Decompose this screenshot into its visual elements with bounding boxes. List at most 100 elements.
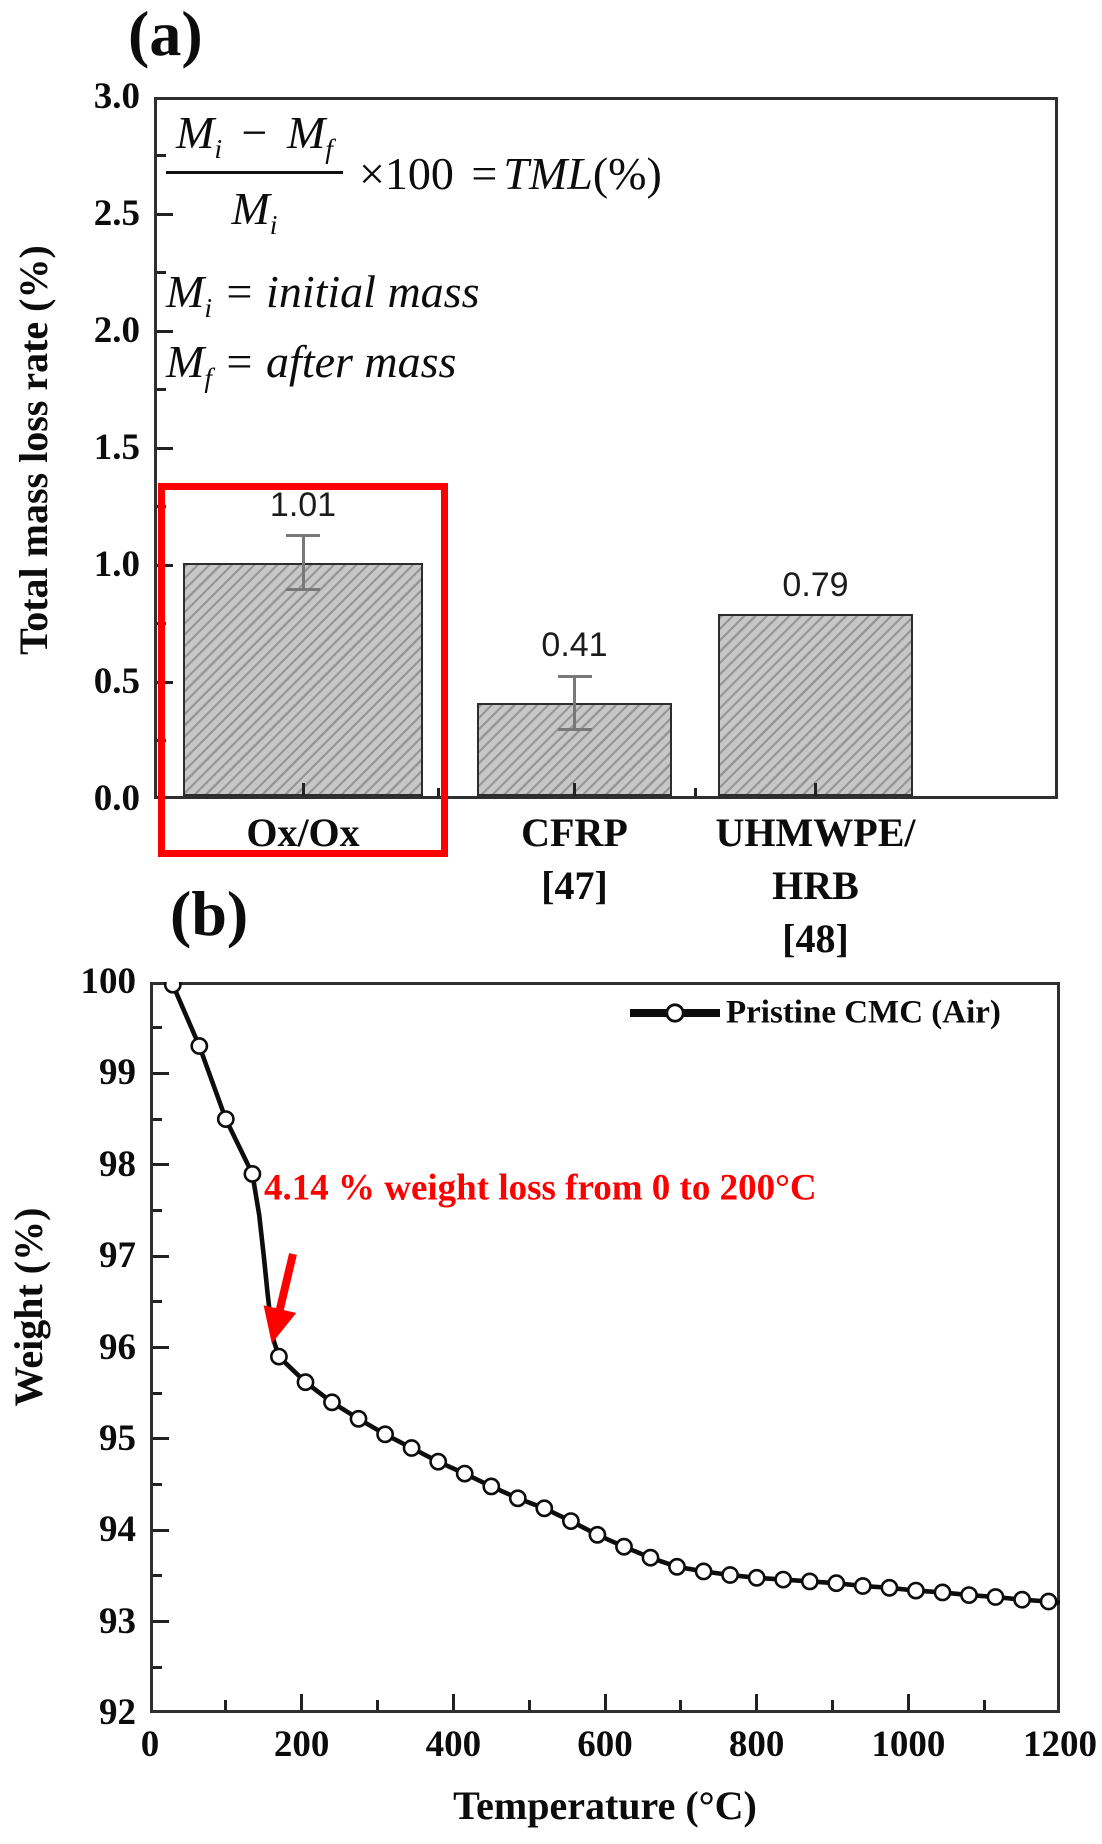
x-tick-label: 600 [577,1724,633,1765]
bar-ox-ox [183,562,423,796]
data-point-marker [880,1578,899,1597]
y-minor-tick [153,1026,162,1030]
panel-b-x-axis-title: Temperature (°C) [453,1783,757,1828]
y-major-tick [153,1254,169,1258]
y-tick-label: 1.0 [93,544,140,585]
data-point-marker [668,1557,686,1576]
x-minor-tick [831,1700,834,1710]
bar-value-label: 0.41 [541,626,608,665]
x-minor-tick [376,1700,379,1710]
panel-a-plot-frame [154,97,1058,799]
data-point-marker [615,1537,633,1556]
y-minor-tick [153,1208,162,1212]
y-tick-label: 2.5 [93,193,140,234]
y-major-tick [153,1528,169,1532]
data-point-marker [163,982,182,994]
data-point-marker [429,1452,448,1471]
x-tick-label: 1000 [871,1724,946,1765]
data-point-marker [349,1409,368,1428]
formula-after-mass-definition: Mf = after mass [166,335,457,393]
category-label: UHMWPE/ [715,810,916,855]
y-tick-label: 97 [99,1235,136,1277]
y-tick-label: 93 [99,1600,136,1642]
x-tick-label: 400 [425,1724,482,1765]
data-point-marker [774,1570,793,1589]
legend-marker-sample [665,1003,685,1023]
data-point-marker [800,1572,819,1591]
data-point-marker [190,1037,209,1055]
tga-curve [170,983,1060,1605]
y-major-tick [153,1346,169,1349]
data-point-marker [1013,1590,1031,1609]
panel-b-label: (b) [170,878,249,949]
x-minor-tick [437,788,441,796]
y-tick-label: 100 [80,961,137,1002]
y-minor-tick [153,1665,162,1669]
y-tick-label: 3.0 [93,76,140,117]
data-point-marker [535,1499,554,1518]
data-point-marker [907,1581,925,1600]
y-major-tick [157,446,173,450]
x-major-tick [451,1694,455,1710]
y-major-tick [157,680,173,684]
y-tick-label: 99 [99,1052,136,1094]
data-point-marker [1039,1592,1058,1611]
y-major-tick [157,329,173,333]
data-point-marker [482,1477,501,1496]
panel-b-y-axis-title: Weight (%) [6,1207,51,1407]
data-point-marker [641,1548,660,1567]
category-label: [47] [541,863,608,908]
y-minor-tick [157,388,166,391]
data-point-marker [960,1586,978,1604]
bar-value-label: 0.79 [782,566,849,605]
x-category-tick [573,783,576,796]
tml-formula: Mi − Mf Mi ×100 = TML(%) Mi = initial mas… [166,106,662,394]
panel-a-label: (a) [128,0,203,69]
x-minor-tick [527,1700,531,1710]
error-bar-cap-top [286,534,320,538]
data-point-marker [269,1347,288,1366]
y-tick-label: 96 [99,1326,136,1368]
legend-label: Pristine CMC (Air) [726,994,1001,1031]
annotation-arrow [263,1253,297,1344]
y-major-tick [157,212,173,216]
x-major-tick [906,1694,910,1710]
y-tick-label: 2.0 [93,310,140,351]
x-minor-tick [679,1700,683,1710]
data-point-marker [721,1566,739,1584]
data-point-marker [853,1577,872,1595]
y-major-tick [153,1620,169,1624]
category-label: [48] [782,916,849,961]
data-point-marker [323,1393,341,1412]
data-point-marker [402,1439,421,1457]
data-point-marker [986,1588,1005,1606]
y-tick-label: 95 [99,1417,136,1459]
y-minor-tick [153,1483,162,1487]
y-tick-label: 94 [99,1509,136,1551]
category-label: HRB [772,863,859,908]
highlight-box-oxox [158,483,448,857]
x-minor-tick [982,1700,986,1710]
data-point-marker [694,1562,713,1581]
x-category-tick [814,783,817,796]
data-point-marker [243,1164,262,1183]
data-point-marker [747,1568,766,1587]
data-point-marker [933,1583,952,1602]
x-major-tick [300,1694,304,1710]
y-minor-tick [153,1391,162,1395]
x-minor-tick [224,1700,228,1710]
y-minor-tick [153,1574,162,1578]
tml-formula-equation: Mi − Mf Mi ×100 = TML(%) [166,106,662,241]
y-tick-label: 1.5 [93,427,140,468]
category-label: Ox/Ox [246,810,360,855]
data-point-marker [508,1489,527,1508]
data-point-marker [561,1512,580,1530]
y-minor-tick [157,271,166,274]
y-major-tick [153,1071,169,1075]
data-point-marker [455,1464,474,1483]
data-point-marker [296,1373,315,1392]
x-major-tick [755,1694,759,1710]
data-point-marker [827,1574,846,1593]
data-point-marker [588,1525,607,1544]
